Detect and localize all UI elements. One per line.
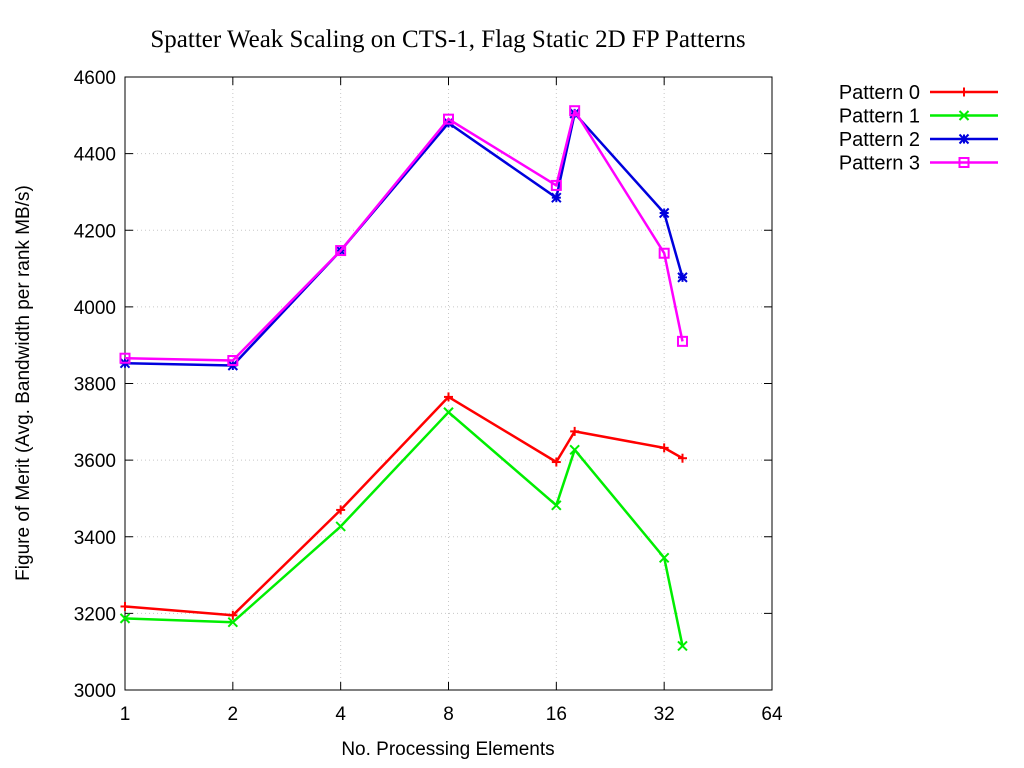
x-tick-label: 32 — [654, 704, 675, 725]
x-axis-label: No. Processing Elements — [341, 739, 554, 760]
data-point — [335, 521, 346, 532]
data-point — [958, 133, 970, 145]
legend-item: Pattern 1 — [839, 106, 998, 128]
series-pattern-2 — [119, 108, 688, 371]
series-line — [124, 410, 684, 647]
data-point — [227, 616, 239, 628]
x-tick-label: 16 — [546, 704, 567, 725]
series-group — [119, 105, 688, 652]
legend-item: Pattern 2 — [839, 129, 998, 151]
data-point — [958, 157, 970, 168]
y-tick-label: 3000 — [74, 681, 116, 702]
y-tick-label: 4200 — [74, 221, 116, 242]
data-point — [569, 444, 580, 455]
chart-title: Spatter Weak Scaling on CTS-1, Flag Stat… — [150, 26, 745, 53]
data-point — [335, 245, 347, 257]
y-tick-label: 4000 — [74, 298, 116, 319]
y-tick-label: 3600 — [74, 451, 116, 472]
data-point — [443, 113, 454, 125]
data-point — [444, 392, 453, 402]
grid-lines — [125, 77, 772, 690]
series-line — [124, 112, 684, 367]
data-point — [119, 613, 131, 624]
y-tick-label: 4400 — [74, 145, 116, 166]
data-point — [677, 272, 688, 283]
x-tick-label: 4 — [335, 704, 346, 725]
data-point — [959, 87, 969, 97]
y-axis-label: Figure of Merit (Avg. Bandwidth per rank… — [13, 185, 34, 581]
series-line — [124, 109, 684, 362]
data-point — [551, 457, 561, 467]
data-point — [336, 505, 346, 515]
data-point — [677, 640, 688, 652]
y-tick-label: 3800 — [74, 375, 116, 396]
y-tick-label: 4600 — [74, 68, 116, 89]
legend-label: Pattern 1 — [839, 106, 920, 128]
data-point — [677, 453, 687, 463]
legend-label: Pattern 3 — [839, 153, 920, 175]
data-point — [228, 610, 238, 620]
x-tick-label: 64 — [761, 704, 783, 725]
series-pattern-3 — [119, 105, 688, 367]
plot-frame — [124, 76, 773, 691]
series-pattern-0 — [120, 392, 687, 620]
axis-ticks: 3000 3200 3400 3600 3800 4000 4200 4400 4600 1 2 4 8… — [74, 68, 783, 725]
data-point — [227, 355, 239, 367]
data-point — [569, 105, 581, 117]
data-point — [658, 552, 670, 564]
data-point — [570, 426, 580, 436]
data-point — [958, 110, 970, 121]
y-tick-label: 3400 — [74, 528, 116, 549]
x-tick-label: 8 — [443, 704, 454, 725]
data-point — [551, 500, 562, 511]
data-point — [443, 407, 454, 418]
series-line — [124, 395, 684, 617]
data-point — [119, 352, 131, 364]
legend-item: Pattern 0 — [839, 82, 998, 104]
series-pattern-1 — [119, 407, 688, 652]
data-point — [658, 247, 670, 259]
legend-label: Pattern 0 — [839, 82, 920, 104]
x-tick-label: 2 — [228, 704, 239, 725]
legend-item: Pattern 3 — [839, 153, 998, 175]
y-tick-label: 3200 — [74, 604, 116, 625]
data-point — [551, 192, 562, 203]
data-point — [676, 335, 688, 347]
x-tick-label: 1 — [120, 704, 131, 725]
data-point — [658, 207, 670, 219]
data-point — [120, 601, 130, 611]
data-point — [659, 443, 669, 453]
data-point — [550, 179, 562, 191]
legend-label: Pattern 2 — [839, 129, 920, 151]
